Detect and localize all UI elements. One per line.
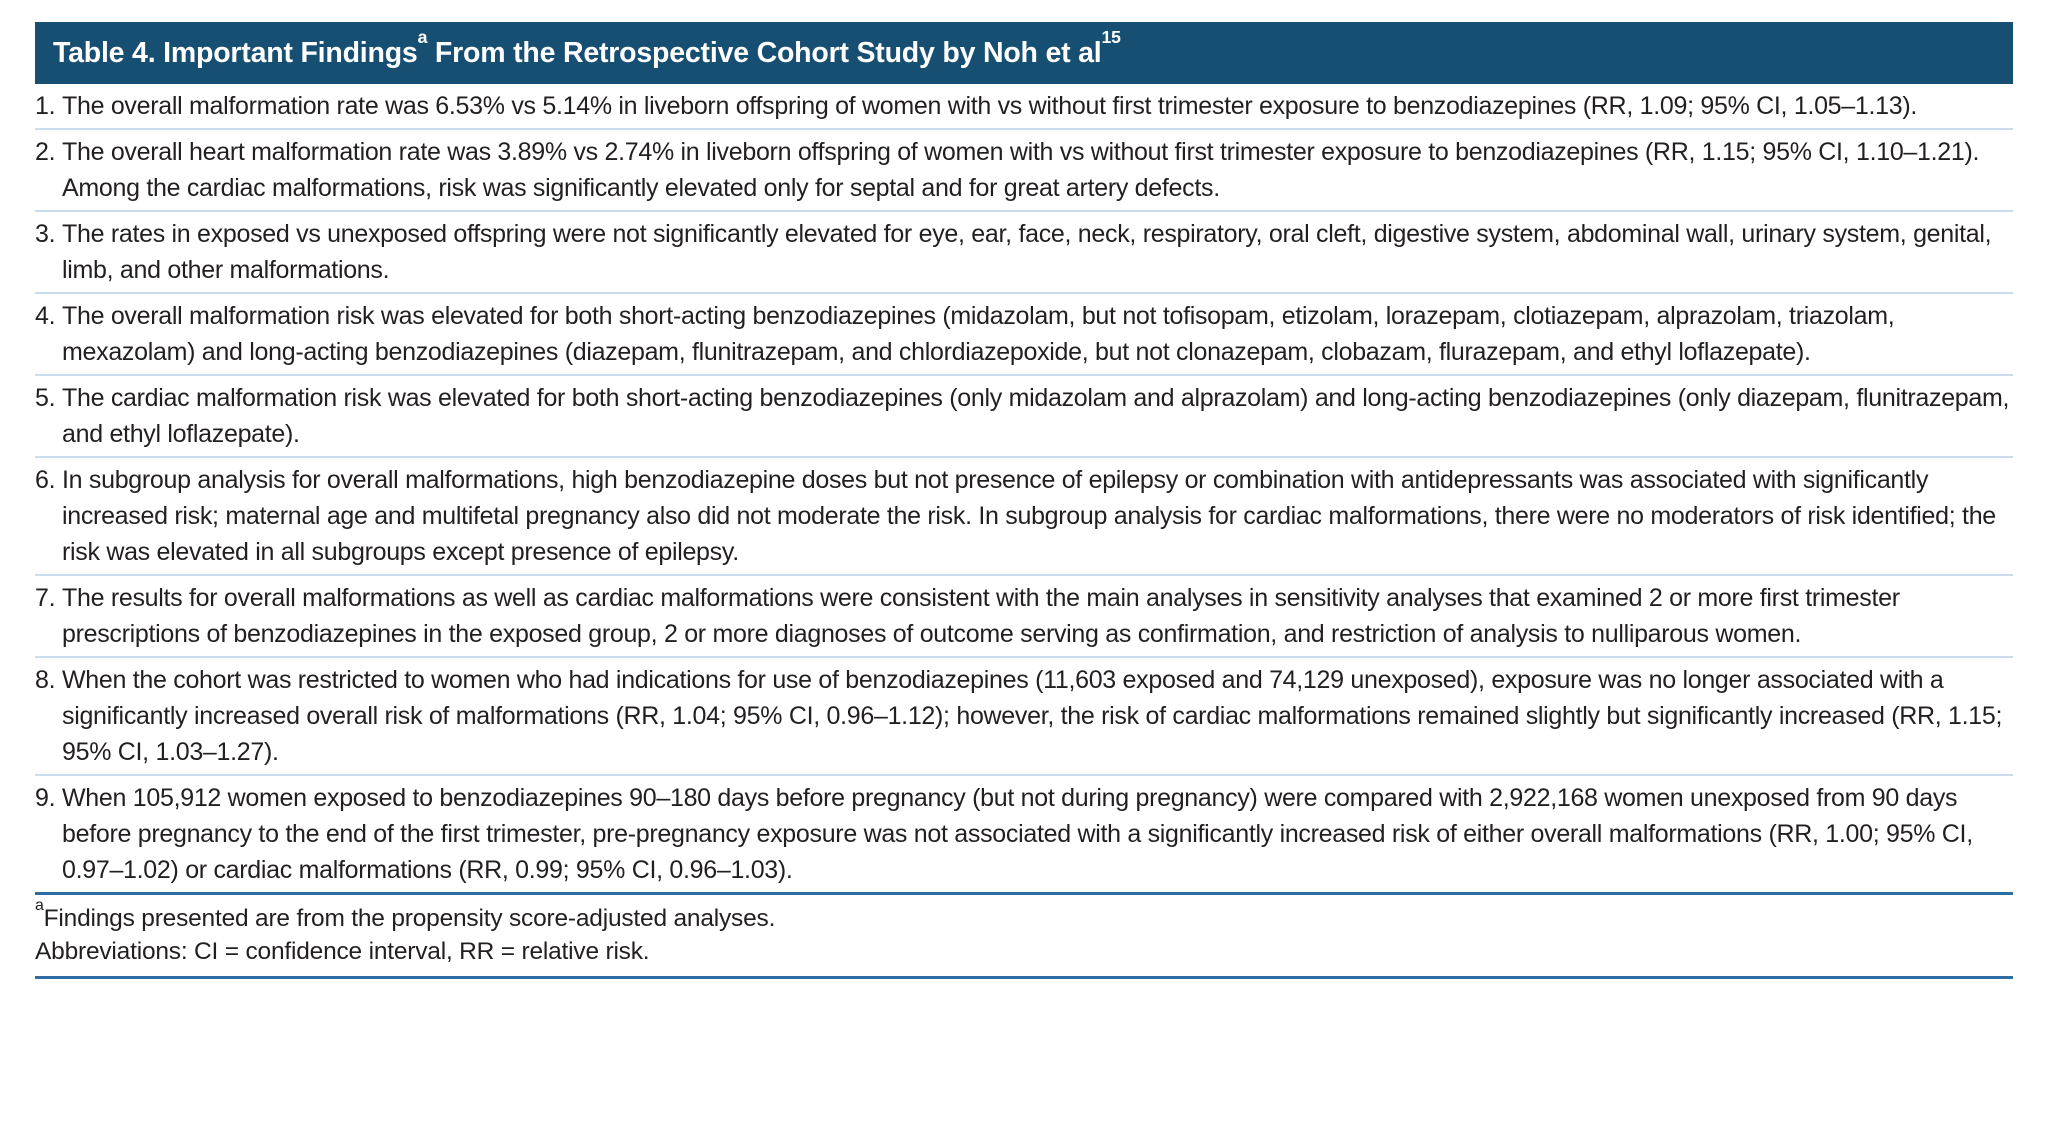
finding-item-7: 7. The results for overall malformations… <box>35 576 2013 658</box>
table-figure: Table 4. Important Findingsa From the Re… <box>35 22 2013 979</box>
finding-text: The rates in exposed vs unexposed offspr… <box>62 220 1992 284</box>
finding-number: 7. <box>35 584 56 612</box>
finding-text: The cardiac malformation risk was elevat… <box>62 384 2010 448</box>
finding-number: 2. <box>35 138 56 166</box>
finding-number: 6. <box>35 466 56 494</box>
footnote-text: Findings presented are from the propensi… <box>43 905 776 932</box>
table-title: Table 4. Important Findingsa From the Re… <box>53 28 1121 70</box>
abbreviations-note: Abbreviations: CI = confidence interval,… <box>35 938 650 965</box>
finding-text: The overall malformation risk was elevat… <box>62 302 1895 366</box>
finding-number: 3. <box>35 220 56 248</box>
table-title-rest: From the Retrospective Cohort Study by N… <box>427 36 1102 69</box>
findings-list: 1. The overall malformation rate was 6.5… <box>35 84 2013 895</box>
finding-item-2: 2. The overall heart malformation rate w… <box>35 130 2013 212</box>
finding-text: When 105,912 women exposed to benzodiaze… <box>62 784 1973 884</box>
finding-text: The results for overall malformations as… <box>62 584 1900 648</box>
table-title-prefix: Table 4. Important Findings <box>53 36 418 69</box>
finding-text: The overall malformation rate was 6.53% … <box>62 92 1918 120</box>
finding-number: 1. <box>35 92 56 120</box>
finding-item-9: 9. When 105,912 women exposed to benzodi… <box>35 776 2013 895</box>
table-title-reference-number: 15 <box>1101 27 1121 48</box>
finding-number: 9. <box>35 784 56 812</box>
finding-text: In subgroup analysis for overall malform… <box>62 466 1996 566</box>
finding-number: 5. <box>35 384 56 412</box>
footnote-marker: a <box>35 897 44 915</box>
table-footnotes: aFindings presented are from the propens… <box>35 895 2013 979</box>
finding-item-6: 6. In subgroup analysis for overall malf… <box>35 458 2013 576</box>
finding-item-5: 5. The cardiac malformation risk was ele… <box>35 376 2013 458</box>
finding-text: The overall heart malformation rate was … <box>62 138 1980 202</box>
table-title-bar: Table 4. Important Findingsa From the Re… <box>35 22 2013 84</box>
finding-item-8: 8. When the cohort was restricted to wom… <box>35 658 2013 776</box>
finding-number: 8. <box>35 666 56 694</box>
finding-number: 4. <box>35 302 56 330</box>
finding-item-4: 4. The overall malformation risk was ele… <box>35 294 2013 376</box>
footnote-a: aFindings presented are from the propens… <box>35 898 2013 935</box>
table-title-footnote-marker: a <box>417 27 428 48</box>
finding-item-3: 3. The rates in exposed vs unexposed off… <box>35 212 2013 294</box>
finding-text: When the cohort was restricted to women … <box>62 666 2003 766</box>
finding-item-1: 1. The overall malformation rate was 6.5… <box>35 84 2013 130</box>
